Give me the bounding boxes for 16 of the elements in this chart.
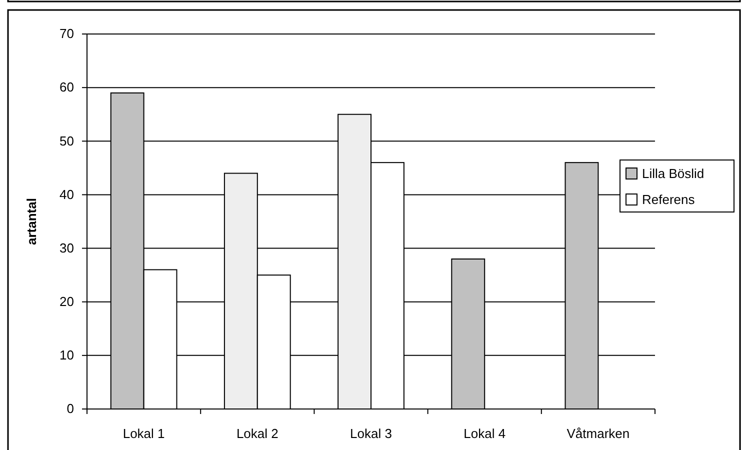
y-tick-label: 50 — [60, 133, 74, 148]
y-tick-label: 0 — [66, 401, 74, 416]
x-tick-label: Lokal 3 — [350, 426, 392, 442]
x-tick-label: Lokal 1 — [122, 426, 165, 442]
y-tick-label: 60 — [60, 80, 74, 95]
legend-label: Referens — [642, 192, 696, 207]
y-tick-label: 20 — [60, 294, 74, 310]
y-axis-title: artantal — [24, 198, 39, 245]
x-tick-label: Lokal 4 — [464, 426, 506, 442]
x-tick-label: Lokal 2 — [236, 426, 278, 442]
x-tick-label: Våtmarken — [566, 426, 630, 442]
y-tick-label: 70 — [60, 26, 74, 42]
y-tick-label: 30 — [60, 240, 74, 256]
y-tick-label: 10 — [60, 348, 74, 363]
y-tick-label: 40 — [60, 186, 74, 202]
legend-label: Lilla Böslid — [642, 166, 704, 181]
